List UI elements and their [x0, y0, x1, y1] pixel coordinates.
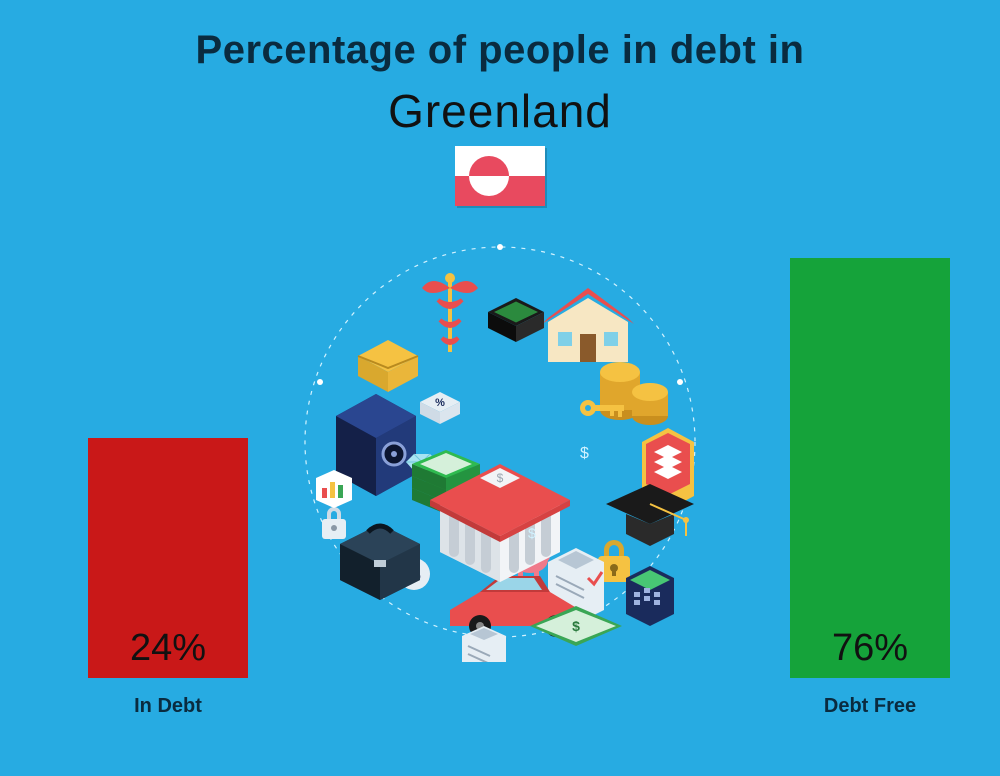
finance-illustration-icon: % $ % [280, 222, 720, 662]
svg-text:%: % [435, 397, 445, 409]
bar-debt-free-label: Debt Free [790, 695, 950, 718]
svg-text:$: $ [580, 445, 589, 462]
svg-text:$: $ [497, 471, 504, 485]
bar-in-debt-label: In Debt [88, 695, 248, 718]
svg-text:$: $ [572, 618, 580, 634]
bar-in-debt-value: 24% [88, 627, 248, 670]
bar-debt-free-value: 76% [790, 627, 950, 670]
bar-in-debt: 24% In Debt [88, 438, 248, 678]
greenland-flag-icon [455, 146, 545, 206]
svg-text:$: $ [528, 525, 536, 541]
bar-debt-free: 76% Debt Free [790, 258, 950, 678]
page-title-main: Percentage of people in debt in [0, 28, 1000, 73]
page-title-sub: Greenland [0, 84, 1000, 138]
